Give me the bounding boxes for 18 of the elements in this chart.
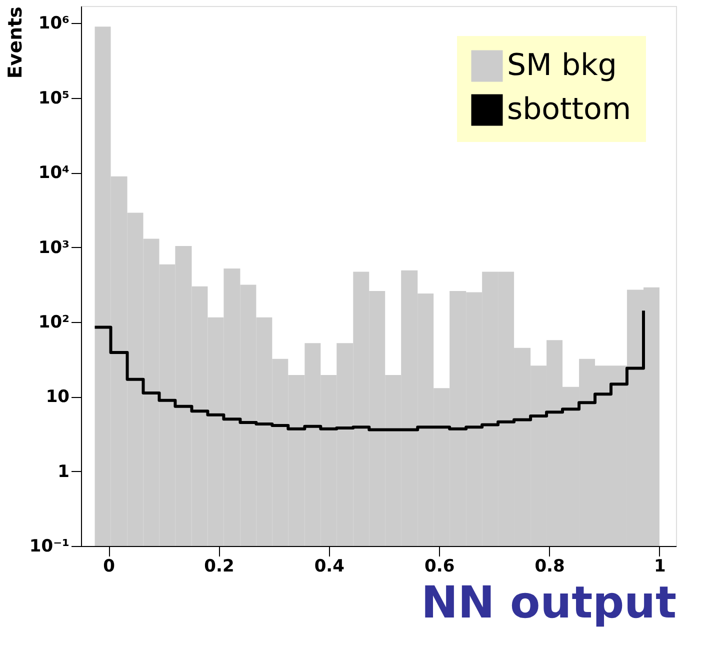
y-tick-label: 1 bbox=[58, 462, 70, 482]
x-axis-title: NN output bbox=[421, 578, 676, 628]
y-tick-label: 10⁴ bbox=[38, 163, 70, 184]
x-tick-label: 0.4 bbox=[314, 556, 345, 576]
y-tick-label: 10⁵ bbox=[38, 88, 70, 108]
y-tick-label: 10⁻¹ bbox=[29, 536, 70, 556]
y-tick-label: 10 bbox=[46, 387, 70, 408]
y-tick-label: 10² bbox=[38, 312, 70, 332]
y-tick-label: 10³ bbox=[38, 238, 70, 258]
x-tick-label: 0.8 bbox=[534, 556, 565, 576]
y-axis-title: Events bbox=[4, 6, 26, 79]
x-tick-label: 0 bbox=[103, 556, 116, 576]
x-tick-label: 0.2 bbox=[204, 556, 234, 576]
y-tick-label: 10⁶ bbox=[38, 14, 70, 34]
x-tick-label: 0.6 bbox=[424, 556, 455, 576]
legend-label: sbottom bbox=[507, 92, 632, 127]
legend-label: SM bkg bbox=[507, 48, 617, 83]
x-tick-label: 1 bbox=[654, 556, 666, 576]
